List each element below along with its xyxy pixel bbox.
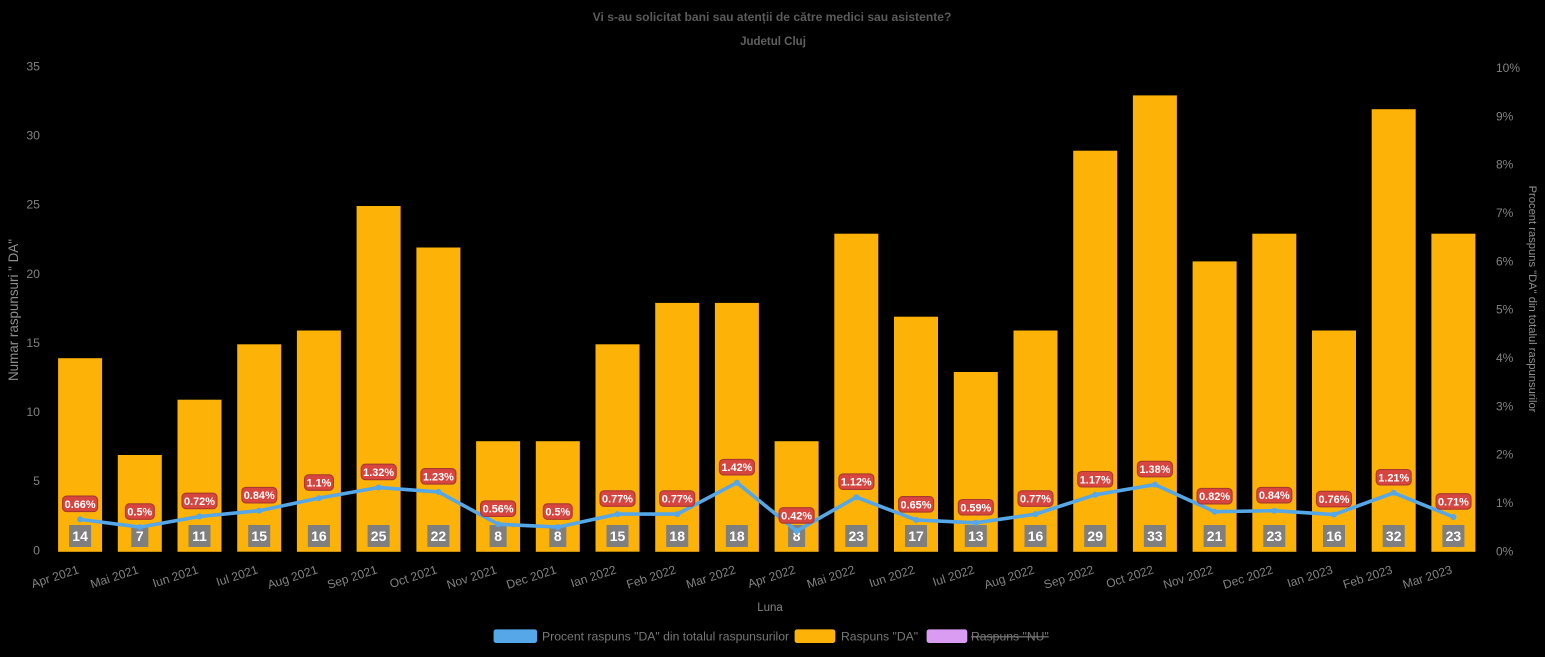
svg-text:23: 23 xyxy=(1267,528,1283,544)
svg-text:0.77%: 0.77% xyxy=(662,494,693,506)
svg-text:1.42%: 1.42% xyxy=(721,462,752,474)
svg-text:9%: 9% xyxy=(1496,109,1514,123)
svg-text:11: 11 xyxy=(192,528,207,544)
svg-text:30: 30 xyxy=(26,129,40,143)
svg-text:7: 7 xyxy=(136,528,144,544)
svg-text:4%: 4% xyxy=(1496,351,1514,365)
svg-text:0.84%: 0.84% xyxy=(1259,490,1290,502)
svg-text:14: 14 xyxy=(72,528,88,544)
svg-text:25: 25 xyxy=(371,528,387,544)
svg-text:21: 21 xyxy=(1207,528,1223,544)
svg-text:Numar raspunsuri " DA": Numar raspunsuri " DA" xyxy=(6,239,21,381)
svg-text:7%: 7% xyxy=(1496,206,1514,220)
svg-text:23: 23 xyxy=(1446,528,1462,544)
svg-text:16: 16 xyxy=(1326,528,1342,544)
svg-text:1.12%: 1.12% xyxy=(841,477,872,489)
svg-text:Judetul Cluj: Judetul Cluj xyxy=(740,36,806,48)
svg-text:8: 8 xyxy=(793,528,801,544)
svg-text:3%: 3% xyxy=(1496,399,1514,413)
svg-text:Raspuns "DA": Raspuns "DA" xyxy=(841,630,918,644)
svg-text:10: 10 xyxy=(26,405,40,419)
svg-text:29: 29 xyxy=(1087,528,1103,544)
svg-text:10%: 10% xyxy=(1496,61,1520,75)
svg-text:16: 16 xyxy=(311,528,327,544)
svg-text:15: 15 xyxy=(610,528,626,544)
svg-text:0.65%: 0.65% xyxy=(901,499,932,511)
svg-text:0.76%: 0.76% xyxy=(1319,494,1350,506)
svg-text:Procent raspuns "DA" din total: Procent raspuns "DA" din totalul raspuns… xyxy=(542,630,789,644)
svg-text:0.56%: 0.56% xyxy=(483,504,514,516)
svg-text:1.17%: 1.17% xyxy=(1080,474,1111,486)
svg-text:0.72%: 0.72% xyxy=(184,496,215,508)
svg-text:Vi s-au solicitat bani sau ate: Vi s-au solicitat bani sau atenții de că… xyxy=(593,10,952,24)
svg-text:33: 33 xyxy=(1147,528,1163,544)
svg-text:0.71%: 0.71% xyxy=(1438,497,1469,509)
svg-text:1.32%: 1.32% xyxy=(363,467,394,479)
svg-text:15: 15 xyxy=(251,528,267,544)
svg-text:5: 5 xyxy=(33,474,40,488)
svg-text:23: 23 xyxy=(849,528,865,544)
svg-text:5%: 5% xyxy=(1496,303,1514,317)
svg-text:13: 13 xyxy=(968,528,984,544)
svg-text:18: 18 xyxy=(729,528,745,544)
svg-text:8: 8 xyxy=(554,528,562,544)
svg-text:0.77%: 0.77% xyxy=(602,494,633,506)
svg-text:17: 17 xyxy=(908,528,924,544)
svg-text:0.84%: 0.84% xyxy=(244,490,275,502)
svg-text:35: 35 xyxy=(26,59,40,73)
svg-text:8%: 8% xyxy=(1496,158,1514,172)
svg-text:0.5%: 0.5% xyxy=(127,507,152,519)
svg-text:1.1%: 1.1% xyxy=(306,478,331,490)
svg-text:0: 0 xyxy=(33,543,40,557)
svg-text:32: 32 xyxy=(1386,528,1402,544)
svg-text:1.38%: 1.38% xyxy=(1139,464,1170,476)
svg-text:18: 18 xyxy=(669,528,685,544)
svg-text:1%: 1% xyxy=(1496,496,1514,510)
svg-text:22: 22 xyxy=(431,528,447,544)
svg-text:0%: 0% xyxy=(1496,544,1514,558)
svg-text:0.5%: 0.5% xyxy=(545,507,570,519)
svg-text:0.59%: 0.59% xyxy=(960,502,991,514)
svg-text:0.82%: 0.82% xyxy=(1199,491,1230,503)
svg-text:1.21%: 1.21% xyxy=(1378,472,1409,484)
svg-text:8: 8 xyxy=(494,528,502,544)
svg-text:2%: 2% xyxy=(1496,448,1514,462)
svg-text:25: 25 xyxy=(26,198,40,212)
svg-text:6%: 6% xyxy=(1496,254,1514,268)
svg-text:15: 15 xyxy=(26,336,40,350)
svg-text:16: 16 xyxy=(1028,528,1044,544)
svg-text:0.42%: 0.42% xyxy=(781,511,812,523)
svg-text:0.66%: 0.66% xyxy=(65,499,96,511)
svg-text:Raspuns "NU": Raspuns "NU" xyxy=(971,630,1049,644)
svg-text:Procent raspuns "DA" din total: Procent raspuns "DA" din totalul raspuns… xyxy=(1526,186,1538,413)
svg-text:0.77%: 0.77% xyxy=(1020,494,1051,506)
svg-text:1.23%: 1.23% xyxy=(423,471,454,483)
svg-text:20: 20 xyxy=(26,267,40,281)
svg-text:Luna: Luna xyxy=(757,602,783,614)
